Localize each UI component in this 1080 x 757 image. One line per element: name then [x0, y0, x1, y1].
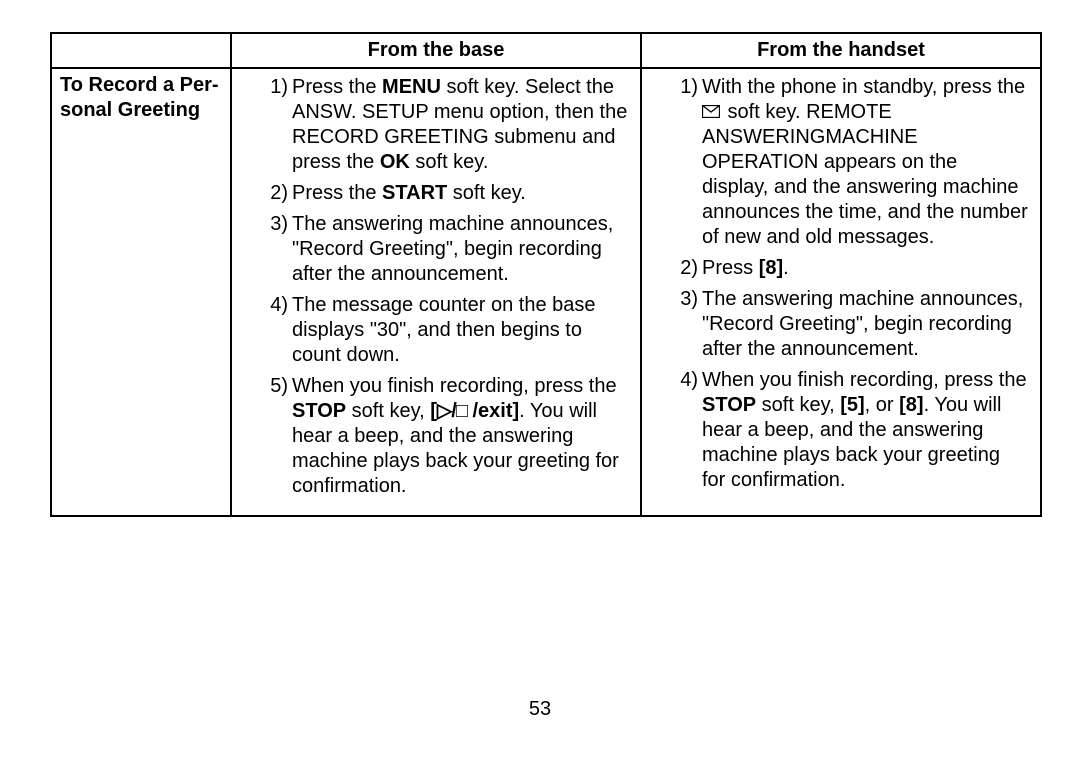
handset-steps-list: With the phone in standby, press the sof… — [650, 75, 1032, 493]
table-row: To Record a Per­sonal Greeting Press the… — [51, 68, 1041, 516]
instruction-table: From the base From the handset To Record… — [50, 32, 1042, 517]
page-number: 53 — [0, 698, 1080, 721]
header-from-base: From the base — [231, 33, 641, 68]
table-header-row: From the base From the handset — [51, 33, 1041, 68]
list-item: When you finish recording, press the STO… — [292, 374, 628, 499]
list-item: The answering machine announces, "Record… — [702, 287, 1028, 362]
manual-page: From the base From the handset To Record… — [0, 0, 1080, 757]
cell-from-base: Press the MENU soft key. Select the ANSW… — [231, 68, 641, 516]
row-label: To Record a Per­sonal Greeting — [51, 68, 231, 516]
list-item: The message counter on the base displays… — [292, 293, 628, 368]
list-item: Press the MENU soft key. Select the ANSW… — [292, 75, 628, 175]
header-blank — [51, 33, 231, 68]
list-item: Press [8]. — [702, 256, 1028, 281]
envelope-icon — [702, 100, 720, 125]
list-item: When you finish recording, press the STO… — [702, 368, 1028, 493]
list-item: The answering machine announces, "Record… — [292, 212, 628, 287]
play-stop-icon: ▷/□ — [437, 400, 467, 422]
list-item: With the phone in standby, press the sof… — [702, 75, 1028, 250]
list-item: Press the START soft key. — [292, 181, 628, 206]
header-from-handset: From the handset — [641, 33, 1041, 68]
base-steps-list: Press the MENU soft key. Select the ANSW… — [240, 75, 632, 499]
cell-from-handset: With the phone in standby, press the sof… — [641, 68, 1041, 516]
